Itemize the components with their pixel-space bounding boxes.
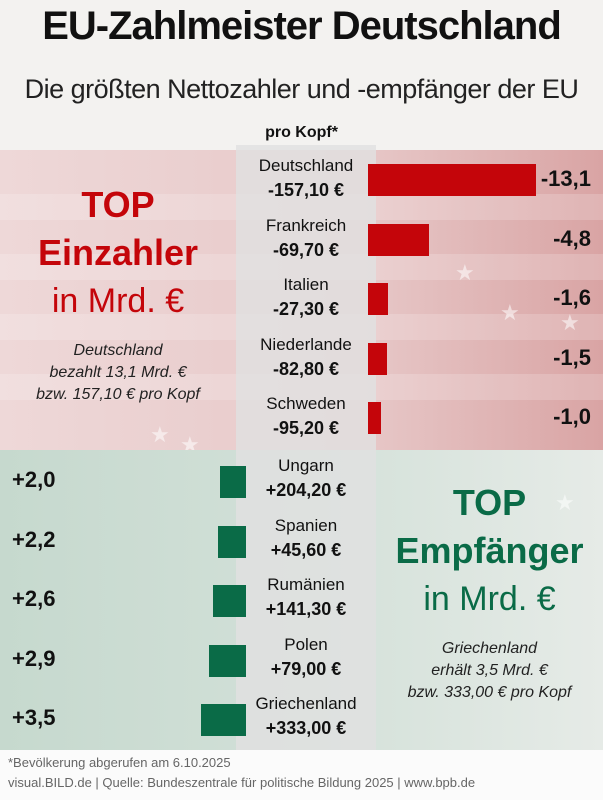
star-icon: ★ [455,260,475,285]
value-label: +2,0 [12,467,56,492]
star-icon: ★ [150,422,170,447]
payers-unit: in Mrd. € [51,282,185,320]
per-capita-value: -69,70 € [272,239,340,260]
chart-title: EU-Zahlmeister Deutschland [42,4,562,48]
desc-line: erhält 3,5 Mrd. € [431,662,548,679]
payers-heading-top: TOP [81,184,155,225]
country-label: Rumänien [267,575,345,594]
country-label: Griechenland [255,694,357,713]
footer [0,750,603,800]
country-label: Frankreich [265,215,347,235]
country-label: Spanien [274,515,338,535]
header [0,0,603,150]
value-label: -1,5 [553,344,591,370]
bar-payer [368,164,536,196]
bar-recipient [212,585,246,617]
value-label: +2,6 [12,586,56,611]
value-label: +2,9 [12,645,56,671]
value-label: -13,1 [540,166,591,191]
desc-line: Griechenland [441,640,538,657]
recipients-description: Griechenland erhält 3,5 Mrd. € bzw. 333,… [376,638,603,704]
country-label: Ungarn [278,456,334,475]
per-capita-value: +141,30 € [265,599,347,619]
bar-recipient [217,525,246,558]
country-label: Italien [283,275,329,294]
value-label: -1,6 [553,285,591,310]
source-line: visual.BILD.de | Quelle: Bundeszentrale … [8,775,476,790]
bar-payer [368,283,389,315]
value-label: +2,2 [12,526,56,552]
bar-recipient [208,644,246,677]
recipients-heading-top: TOP [452,482,527,523]
desc-line: bezahlt 13,1 Mrd. € [49,364,187,381]
per-capita-value: +79,00 € [270,658,342,679]
value-label: -4,8 [553,225,591,251]
per-capita-value: +45,60 € [270,539,342,560]
country-label: Niederlande [260,334,352,354]
value-label: -1,0 [553,404,591,429]
bar-recipient [220,466,246,498]
bar-payer [368,402,381,434]
bar-payer [368,223,430,256]
footnote: *Bevölkerung abgerufen am 6.10.2025 [8,755,231,770]
per-capita-value: -95,20 € [272,418,340,438]
per-capita-value: -82,80 € [272,358,340,379]
value-label: +3,5 [12,705,56,730]
payers-description: Deutschland bezahlt 13,1 Mrd. € bzw. 157… [0,340,236,406]
payers-heading: Einzahler [37,232,199,273]
recipients-heading: Empfänger [395,530,584,571]
per-capita-value: +333,00 € [265,718,347,738]
country-label: Schweden [266,394,346,413]
per-capita-label: pro Kopf* [265,124,338,141]
per-capita-column [236,145,376,755]
country-label: Polen [284,634,328,654]
per-capita-value: -157,10 € [267,180,345,200]
chart-subtitle: Die größten Nettozahler und -empfänger d… [24,74,579,104]
star-icon: ★ [500,300,520,325]
desc-line: bzw. 157,10 € pro Kopf [36,386,200,403]
desc-line: Deutschland [73,342,163,359]
bar-payer [368,342,388,375]
desc-line: bzw. 333,00 € pro Kopf [407,684,572,701]
per-capita-value: -27,30 € [272,299,340,319]
per-capita-value: +204,20 € [265,480,347,500]
bar-recipient [201,704,246,736]
country-label: Deutschland [258,156,354,175]
star-icon: ★ [560,310,580,335]
recipients-unit: in Mrd. € [423,580,556,618]
star-icon: ★ [555,490,575,515]
